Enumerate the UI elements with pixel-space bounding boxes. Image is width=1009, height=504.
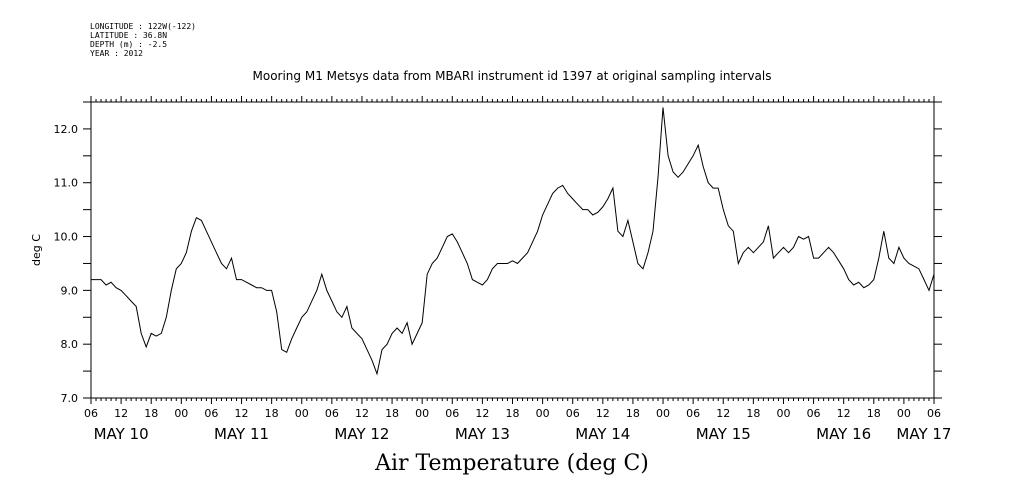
y-tick-label: 11.0 (54, 177, 79, 190)
y-tick-label: 10.0 (54, 231, 79, 244)
x-tick-label: 12 (716, 407, 730, 420)
x-tick-label: 00 (897, 407, 911, 420)
y-tick-label: 12.0 (54, 123, 79, 136)
x-tick-label: 18 (626, 407, 640, 420)
x-tick-label: 06 (927, 407, 941, 420)
x-tick-label: 00 (415, 407, 429, 420)
x-tick-label: 18 (265, 407, 279, 420)
y-tick-label: 8.0 (61, 338, 79, 351)
x-axis-label: Air Temperature (deg C) (375, 451, 649, 476)
x-tick-label: 06 (807, 407, 821, 420)
date-labels: MAY 10 MAY 11 MAY 12 MAY 13 MAY 14 MAY 15 MAY … (94, 425, 952, 443)
date-label: MAY 11 (214, 425, 269, 443)
x-tick-label: 00 (776, 407, 790, 420)
x-tick-label: 00 (536, 407, 550, 420)
x-tick-label: 12 (837, 407, 851, 420)
plot-frame (90, 101, 935, 399)
date-label: MAY 14 (575, 425, 630, 443)
series-group (91, 107, 935, 376)
y-axis-label: deg C (30, 234, 43, 266)
x-tick-label: 06 (204, 407, 218, 420)
x-tick-label: 18 (506, 407, 520, 420)
x-tick-label: 12 (355, 407, 369, 420)
x-tick-label: 12 (475, 407, 489, 420)
date-label: MAY 16 (816, 425, 871, 443)
x-tick-label: 06 (686, 407, 700, 420)
x-tick-labels: 06 12 18 00 06 12 18 00 06 12 18 00 06 12 18 00 06 12 18 00… (84, 407, 941, 420)
depth-text: DEPTH (m) : -2.5 (90, 40, 168, 49)
x-tick-label: 18 (746, 407, 760, 420)
y-tick-labels: 7.0 8.0 9.0 10.0 11.0 12.0 (54, 123, 79, 405)
x-tick-label: 06 (325, 407, 339, 420)
date-label: MAY 13 (455, 425, 510, 443)
x-tick-label: 00 (656, 407, 670, 420)
axis-ticks (83, 96, 942, 404)
date-label: MAY 10 (94, 425, 149, 443)
date-label: MAY 15 (696, 425, 751, 443)
longitude-text: LONGITUDE : 122W(-122) (90, 22, 196, 31)
metadata-block: LONGITUDE : 122W(-122) LATITUDE : 36.8N … (90, 22, 196, 58)
date-label: MAY 17 (896, 425, 951, 443)
chart-title: Mooring M1 Metsys data from MBARI instru… (252, 69, 772, 83)
series-line-air-temperature (91, 107, 935, 376)
year-text: YEAR : 2012 (90, 49, 143, 58)
latitude-text: LATITUDE : 36.8N (90, 31, 168, 40)
x-tick-label: 06 (566, 407, 580, 420)
x-tick-label: 06 (445, 407, 459, 420)
x-tick-label: 12 (596, 407, 610, 420)
x-tick-label: 18 (385, 407, 399, 420)
y-tick-label: 7.0 (61, 392, 79, 405)
x-tick-label: 00 (174, 407, 188, 420)
x-tick-label: 12 (235, 407, 249, 420)
y-tick-label: 9.0 (61, 284, 79, 297)
x-tick-label: 00 (295, 407, 309, 420)
x-tick-label: 18 (867, 407, 881, 420)
date-label: MAY 12 (334, 425, 389, 443)
x-tick-label: 06 (84, 407, 98, 420)
x-tick-label: 12 (114, 407, 128, 420)
plot-border (90, 101, 935, 399)
x-tick-label: 18 (144, 407, 158, 420)
